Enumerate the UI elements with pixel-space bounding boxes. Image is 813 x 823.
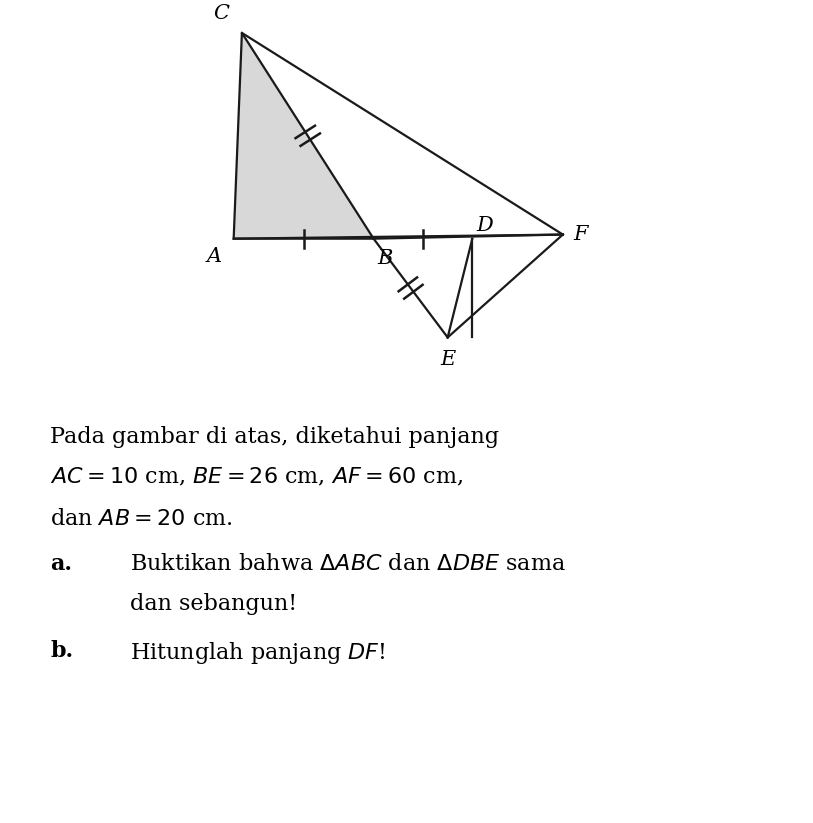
Text: Pada gambar di atas, diketahui panjang: Pada gambar di atas, diketahui panjang xyxy=(50,426,499,449)
Text: $AC = 10$ cm, $BE = 26$ cm, $AF = 60$ cm,: $AC = 10$ cm, $BE = 26$ cm, $AF = 60$ cm… xyxy=(50,466,463,488)
Text: b.: b. xyxy=(50,639,73,662)
Polygon shape xyxy=(233,33,374,239)
Text: dan sebangun!: dan sebangun! xyxy=(130,593,297,615)
Text: Buktikan bahwa $\Delta ABC$ dan $\Delta DBE$ sama: Buktikan bahwa $\Delta ABC$ dan $\Delta … xyxy=(130,553,566,575)
Text: Hitunglah panjang $DF$!: Hitunglah panjang $DF$! xyxy=(130,639,385,666)
Text: E: E xyxy=(440,350,455,369)
Text: B: B xyxy=(378,249,393,268)
Text: D: D xyxy=(476,216,493,235)
Text: A: A xyxy=(207,247,221,266)
Text: a.: a. xyxy=(50,553,72,575)
Text: C: C xyxy=(214,3,229,22)
Text: F: F xyxy=(573,225,588,244)
Text: dan $AB = 20$ cm.: dan $AB = 20$ cm. xyxy=(50,508,233,530)
